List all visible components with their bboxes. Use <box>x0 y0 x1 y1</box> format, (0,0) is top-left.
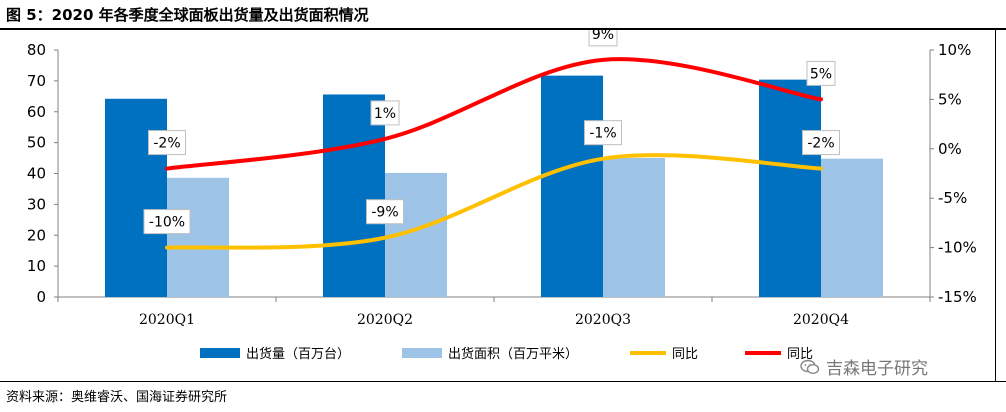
bar-shipment-volume <box>759 79 821 297</box>
data-label-box <box>143 209 191 235</box>
legend-shipment-volume: 出货量（百万台） <box>200 346 350 362</box>
watermark: 吉森电子研究 <box>800 354 928 379</box>
legend-label: 出货量（百万台） <box>246 346 350 362</box>
legend-volume-yoy: 同比 <box>745 347 813 362</box>
chart-bars <box>105 75 883 298</box>
right-axis-tick-label: 0% <box>938 140 962 158</box>
legend-swatch <box>200 348 240 358</box>
figure-source: 资料来源：奥维睿沃、国海证券研究所 <box>6 390 228 405</box>
data-label: 9% <box>588 30 618 47</box>
legend-label: 出货面积（百万平米） <box>448 346 578 362</box>
data-label: -1% <box>584 120 622 146</box>
data-label-text: -2% <box>153 136 180 152</box>
data-label: 5% <box>806 60 836 86</box>
data-label-box <box>366 199 404 225</box>
shipment-combo-chart: 0 10 20 30 40 50 60 70 80 -15% -10% -5% 0% 5% 10% 2020Q… <box>27 30 977 362</box>
right-frame-line <box>995 30 996 382</box>
right-axis-tick-label: -10% <box>938 239 977 257</box>
figure-title: 图 5：2020 年各季度全球面板出货量及出货面积情况 <box>6 6 369 24</box>
legend-label: 同比 <box>787 347 813 362</box>
left-axis-tick-label: 30 <box>27 195 46 213</box>
x-axis-tick-label: 2020Q1 <box>139 312 195 328</box>
source-divider <box>0 381 1006 382</box>
data-label-text: 5% <box>810 66 832 82</box>
chart-lines <box>165 57 823 250</box>
data-label-box <box>584 120 622 146</box>
data-label: -2% <box>148 130 186 156</box>
legend-label: 同比 <box>672 347 698 362</box>
left-axis-tick-label: 70 <box>27 72 46 90</box>
right-axis-tick-label: -5% <box>938 189 967 207</box>
right-axis-tick-label: 5% <box>938 90 962 108</box>
watermark-text: 吉森电子研究 <box>826 359 928 379</box>
right-axis-tick-label: 10% <box>938 41 971 59</box>
bar-shipment-area <box>603 158 665 297</box>
data-label: -2% <box>802 130 840 156</box>
right-axis-tick-label: -15% <box>938 288 977 306</box>
bar-shipment-volume <box>323 94 385 298</box>
left-axis-tick-label: 10 <box>27 257 46 275</box>
legend-shipment-area: 出货面积（百万平米） <box>402 346 578 362</box>
legend-area-yoy: 同比 <box>630 347 698 362</box>
data-label-box <box>806 60 836 86</box>
data-label-text: 1% <box>374 106 396 122</box>
x-axis-tick-label: 2020Q3 <box>575 312 631 328</box>
bar-shipment-volume <box>541 75 603 297</box>
bar-shipment-volume <box>105 98 167 297</box>
chart-legend: 出货量（百万台） 出货面积（百万平米） 同比 同比 <box>200 346 813 362</box>
left-axis-tick-label: 50 <box>27 134 46 152</box>
x-axis-tick-label: 2020Q4 <box>793 312 849 328</box>
legend-swatch <box>402 348 442 358</box>
data-label-text: 9% <box>592 30 614 43</box>
data-label-text: -2% <box>807 136 834 152</box>
data-label-box <box>148 130 186 156</box>
left-axis-tick-label: 40 <box>27 165 46 183</box>
data-label-text: -9% <box>371 205 398 221</box>
data-label-box <box>370 100 400 126</box>
line-area-yoy <box>165 153 823 250</box>
chart-data-labels: -10% -9% -1% -2% -2% 1% 9% 5% <box>143 30 840 235</box>
data-label: -10% <box>143 209 191 235</box>
data-label-text: -1% <box>589 126 616 142</box>
bar-shipment-area <box>821 158 883 297</box>
left-axis-tick-label: 0 <box>36 288 46 306</box>
title-divider <box>0 28 1006 30</box>
x-axis-tick-label: 2020Q2 <box>357 312 413 328</box>
data-label: 1% <box>370 100 400 126</box>
left-axis-tick-label: 60 <box>27 103 46 121</box>
left-axis-tick-label: 80 <box>27 41 46 59</box>
data-label-box <box>588 30 618 47</box>
data-label-box <box>802 130 840 156</box>
chart-axes: 0 10 20 30 40 50 60 70 80 -15% -10% -5% 0% 5% 10% 2020Q… <box>27 41 977 328</box>
data-label: -9% <box>366 199 404 225</box>
line-volume-yoy <box>165 57 823 171</box>
data-label-text: -10% <box>149 215 185 231</box>
left-axis-tick-label: 20 <box>27 226 46 244</box>
bar-shipment-area <box>167 177 229 297</box>
wechat-logo-icon <box>800 359 820 374</box>
